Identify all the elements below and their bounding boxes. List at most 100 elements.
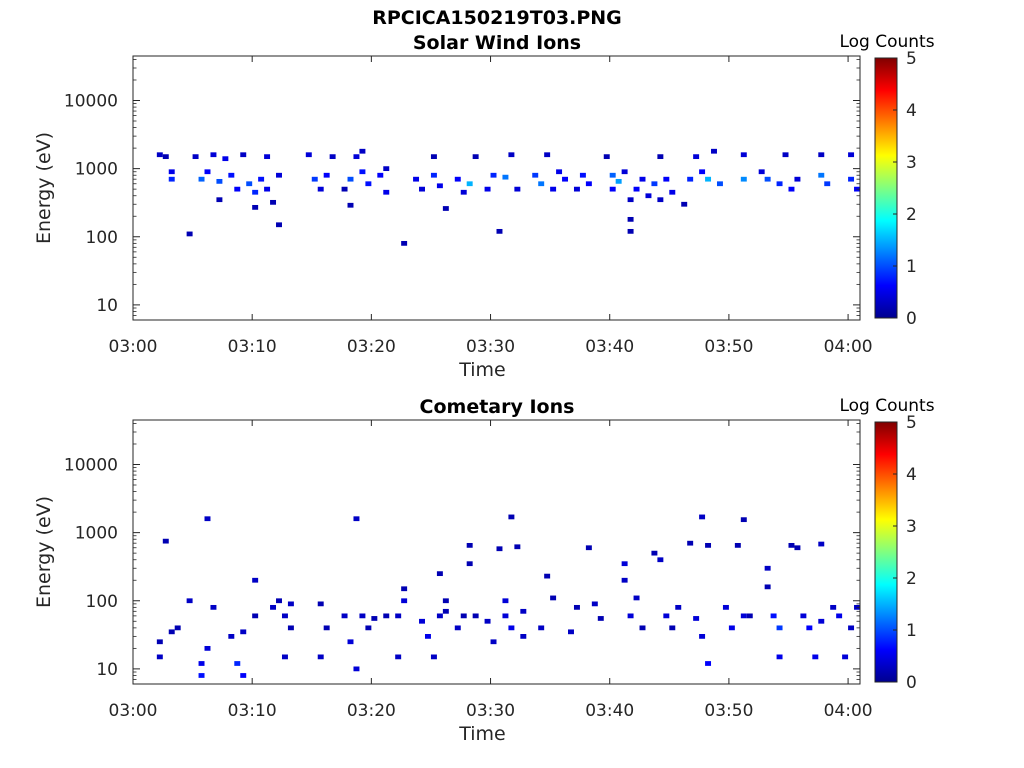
y-tick-label: 10 bbox=[96, 296, 118, 316]
heatmap-cell bbox=[270, 604, 277, 610]
heatmap-cell bbox=[585, 545, 592, 551]
colorbar-tick-label: 1 bbox=[906, 257, 917, 277]
colorbar-tick-label: 0 bbox=[906, 309, 917, 329]
heatmap-cell bbox=[365, 625, 372, 631]
heatmap-cell bbox=[716, 181, 723, 187]
heatmap-cell bbox=[216, 178, 223, 184]
heatmap-cell bbox=[848, 152, 855, 158]
heatmap-cell bbox=[687, 176, 694, 182]
heatmap-cell bbox=[419, 618, 425, 624]
heatmap-cell bbox=[669, 189, 676, 195]
heatmap-cell bbox=[836, 613, 843, 619]
heatmap-cell bbox=[383, 166, 390, 172]
heatmap-cell bbox=[663, 176, 670, 182]
heatmap-cell bbox=[502, 598, 509, 604]
heatmap-cell bbox=[544, 152, 551, 158]
heatmap-cell bbox=[287, 625, 294, 631]
panel-title: Solar Wind Ions bbox=[413, 32, 581, 54]
heatmap-cell bbox=[818, 541, 825, 547]
heatmap-cell bbox=[687, 540, 694, 546]
heatmap-cell bbox=[627, 197, 634, 203]
heatmap-cell bbox=[198, 661, 205, 666]
colorbar-tick-label: 4 bbox=[906, 101, 917, 121]
heatmap-cell bbox=[240, 629, 247, 635]
heatmap-cell bbox=[317, 654, 324, 660]
heatmap-cell bbox=[651, 181, 658, 187]
heatmap-cell bbox=[430, 654, 437, 660]
plot-area bbox=[133, 420, 860, 684]
heatmap-cell bbox=[436, 571, 443, 577]
colorbar-label: Log Counts bbox=[839, 32, 934, 52]
heatmap-cell bbox=[359, 148, 366, 154]
heatmap-cell bbox=[305, 152, 312, 158]
heatmap-cell bbox=[675, 604, 682, 610]
y-tick-label: 10000 bbox=[64, 92, 118, 112]
heatmap-cell bbox=[711, 148, 717, 154]
y-tick-label: 10 bbox=[96, 660, 118, 680]
heatmap-cell bbox=[341, 186, 348, 192]
heatmap-cell bbox=[192, 154, 199, 160]
heatmap-cell bbox=[764, 565, 771, 571]
heatmap-cell bbox=[609, 172, 616, 178]
heatmap-cell bbox=[520, 634, 527, 639]
heatmap-cell bbox=[234, 661, 241, 666]
x-tick-label: 03:40 bbox=[585, 337, 634, 357]
heatmap-cell bbox=[168, 169, 175, 175]
heatmap-cell bbox=[502, 613, 509, 619]
heatmap-cell bbox=[603, 154, 610, 160]
heatmap-cell bbox=[323, 625, 330, 631]
x-tick-label: 03:40 bbox=[585, 701, 634, 721]
heatmap-cell bbox=[359, 613, 366, 619]
heatmap-cell bbox=[770, 613, 777, 619]
heatmap-cell bbox=[806, 625, 813, 631]
heatmap-cell bbox=[264, 154, 271, 160]
y-tick-label: 1000 bbox=[75, 160, 118, 180]
heatmap-cell bbox=[722, 604, 729, 610]
heatmap-cell bbox=[502, 174, 509, 180]
heatmap-cell bbox=[454, 176, 461, 182]
colorbar-tick-label: 2 bbox=[906, 205, 917, 225]
heatmap-cell bbox=[198, 673, 205, 678]
y-tick-label: 100 bbox=[86, 592, 118, 612]
y-axis-label: Energy (eV) bbox=[33, 132, 55, 244]
heatmap-cell bbox=[705, 542, 712, 548]
heatmap-cell bbox=[204, 645, 211, 651]
heatmap-cell bbox=[222, 156, 229, 162]
x-axis-label: Time bbox=[458, 723, 506, 745]
heatmap-cell bbox=[401, 598, 408, 604]
heatmap-cell bbox=[490, 172, 497, 178]
colorbar-label: Log Counts bbox=[839, 396, 934, 416]
heatmap-cell bbox=[210, 152, 217, 158]
heatmap-cell bbox=[228, 172, 235, 178]
heatmap-cell bbox=[198, 176, 205, 182]
heatmap-cell bbox=[168, 629, 175, 635]
heatmap-cell bbox=[562, 176, 569, 182]
heatmap-cell bbox=[317, 601, 324, 607]
heatmap-cell bbox=[240, 152, 247, 158]
heatmap-cell bbox=[424, 634, 431, 639]
colorbar-tick-label: 3 bbox=[906, 517, 917, 537]
heatmap-cell bbox=[579, 172, 586, 178]
colorbar-tick-label: 0 bbox=[906, 673, 917, 693]
heatmap-cell bbox=[240, 673, 247, 678]
plot-area bbox=[133, 56, 860, 320]
heatmap-cell bbox=[156, 639, 163, 645]
heatmap-cell bbox=[657, 154, 664, 160]
heatmap-cell bbox=[651, 550, 658, 556]
heatmap-cell bbox=[460, 613, 467, 619]
heatmap-cell bbox=[341, 613, 348, 619]
heatmap-cell bbox=[347, 639, 354, 645]
heatmap-cell bbox=[609, 186, 616, 192]
heatmap-cell bbox=[782, 152, 789, 158]
heatmap-cell bbox=[430, 154, 437, 160]
x-tick-label: 03:20 bbox=[347, 701, 396, 721]
heatmap-cell bbox=[377, 172, 384, 178]
heatmap-cell bbox=[639, 176, 646, 182]
x-tick-label: 03:10 bbox=[228, 337, 277, 357]
x-tick-label: 03:50 bbox=[704, 337, 753, 357]
heatmap-cell bbox=[186, 598, 193, 604]
heatmap-cell bbox=[472, 154, 479, 160]
heatmap-cell bbox=[484, 186, 491, 192]
heatmap-cell bbox=[538, 181, 545, 187]
heatmap-cell bbox=[532, 172, 539, 178]
